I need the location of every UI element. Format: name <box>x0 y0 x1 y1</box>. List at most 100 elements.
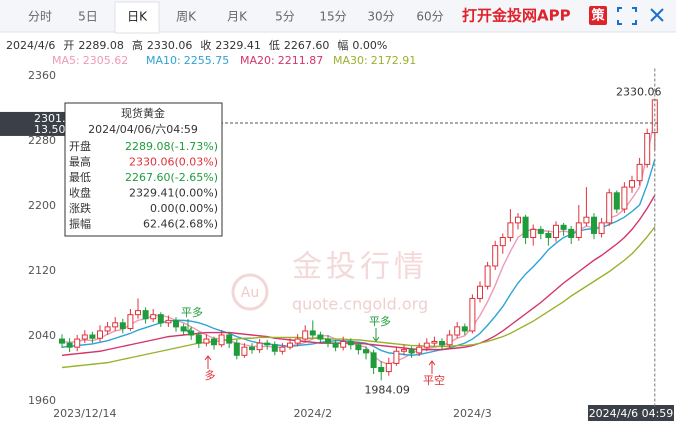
tab[interactable]: 15分 <box>319 10 346 24</box>
candle-body <box>142 310 149 320</box>
candle-body <box>302 330 309 340</box>
watermark-title: 金投行情 <box>292 250 428 285</box>
candle-body <box>157 314 164 324</box>
candle-body <box>621 186 628 210</box>
legend-name: MA5: <box>52 54 80 67</box>
tab[interactable]: 分时 <box>28 10 52 24</box>
tooltip-date: 2024/04/06/六04:59 <box>88 123 198 136</box>
candle-body <box>545 232 552 238</box>
candle-body <box>332 342 339 348</box>
legend-value: 2305.62 <box>83 54 129 67</box>
candle-body <box>606 192 613 224</box>
header-label: 收 <box>200 38 211 52</box>
candle-body <box>553 224 559 238</box>
candle-body <box>522 216 529 238</box>
candle-body <box>195 334 202 344</box>
x-tick-label: 2024/3 <box>453 407 492 420</box>
candle-body <box>66 342 73 348</box>
tooltip-label: 收盘 <box>69 186 91 200</box>
high-label: 2330.06 <box>616 85 662 98</box>
x-cursor-box <box>588 405 674 421</box>
candle-body <box>423 342 430 348</box>
header-value: 0.00% <box>352 39 387 52</box>
y-tick-label: 2200 <box>28 199 56 212</box>
strategy-icon[interactable] <box>589 6 607 25</box>
y-tick-label: 2360 <box>28 69 56 82</box>
tooltip-value: 2267.60(-2.65%) <box>125 171 218 184</box>
ma-line <box>61 226 656 369</box>
trade-marker: 平空 <box>423 373 445 387</box>
candle-body <box>264 342 271 346</box>
tooltip-label: 最低 <box>69 171 91 184</box>
candle-body <box>150 314 157 320</box>
candle-body <box>598 222 605 234</box>
tab[interactable]: 月K <box>227 10 248 24</box>
candle-body <box>97 330 103 339</box>
legend-name: MA20: <box>240 54 275 67</box>
candle-body <box>211 338 217 346</box>
candle-body <box>560 224 567 230</box>
candle-body <box>347 341 354 346</box>
legend-entry: MA10: 2255.75 <box>146 54 229 67</box>
legend-entry: MA5: 2305.62 <box>52 54 128 67</box>
candle-body <box>461 326 468 332</box>
trade-arrow <box>204 355 212 369</box>
x-tick-label: 2023/12/14 <box>53 407 116 420</box>
watermark-logo <box>231 273 269 311</box>
tooltip-value: 2289.08(-1.73%) <box>125 140 218 153</box>
candle-body <box>203 338 210 344</box>
tab[interactable]: 30分 <box>367 10 394 24</box>
candle-body <box>492 245 499 267</box>
candle-body <box>218 334 225 346</box>
candle-body <box>271 344 278 352</box>
tab[interactable]: 5分 <box>275 10 295 24</box>
tooltip-value: 2329.41(0.00%) <box>129 187 218 200</box>
candle-body <box>446 334 453 346</box>
candle-body <box>408 349 415 354</box>
tab[interactable]: 日K <box>127 10 148 24</box>
candle-body <box>256 342 263 351</box>
candle-body <box>127 314 134 329</box>
candle-body <box>613 192 620 210</box>
crosshair-change: 13.50 <box>34 123 66 136</box>
candle-body <box>287 342 293 348</box>
app-link[interactable]: 打开金投网APP <box>462 7 571 25</box>
header-label: 低 <box>269 39 280 52</box>
candle-body <box>431 341 438 344</box>
y-tick-label: 1960 <box>28 394 56 407</box>
candle-body <box>59 338 65 344</box>
candle-body <box>249 346 255 351</box>
tab[interactable]: 60分 <box>416 10 443 24</box>
candle-body <box>537 228 544 234</box>
close-icon[interactable] <box>650 8 664 22</box>
legend-value: 2172.91 <box>371 54 417 67</box>
tab[interactable]: 5日 <box>78 10 98 24</box>
candle-body <box>583 216 590 224</box>
candle-body <box>317 334 324 340</box>
crosshair-box <box>0 111 65 136</box>
tooltip-value: 2330.06(0.03%) <box>129 156 218 169</box>
candle-body <box>469 297 476 332</box>
header-value: 2330.06 <box>147 39 193 52</box>
tooltip-label: 振幅 <box>69 217 91 231</box>
header-value: 2289.08 <box>78 39 124 52</box>
candle-body <box>74 338 81 348</box>
header-value: 2329.41 <box>215 39 261 52</box>
chart: Au 金投行情 quote.cngold.org 2023/12/14 2024/2 20… <box>0 68 674 421</box>
tooltip-title: 现货黄金 <box>121 106 165 120</box>
candle-body <box>385 362 392 373</box>
candle-body <box>401 349 407 352</box>
strategy-label[interactable]: 策 <box>591 8 605 24</box>
expand-icon[interactable] <box>617 7 637 25</box>
candle-body <box>416 346 423 354</box>
header-label: 开 <box>63 39 74 52</box>
candle-body <box>499 237 506 247</box>
legend-entry: MA30: 2172.91 <box>333 54 416 67</box>
x-tick-label: 2024/2 <box>293 407 332 420</box>
candle-body <box>233 342 240 356</box>
tab[interactable]: 周K <box>176 10 197 24</box>
header-label: 高 <box>132 38 143 52</box>
candle-body <box>568 228 575 238</box>
